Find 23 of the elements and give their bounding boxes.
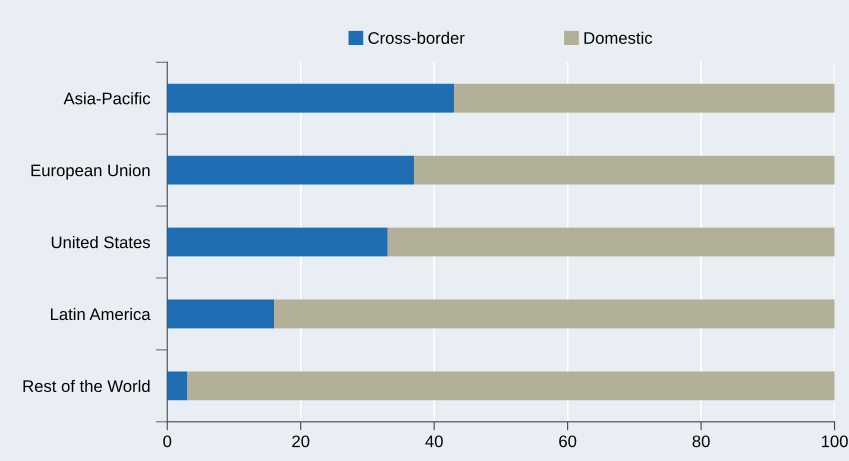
y-tick-label: European Union <box>32 164 150 180</box>
x-tick-label: 40 <box>425 435 443 448</box>
x-tick-label: 0 <box>163 435 172 448</box>
bar <box>167 371 188 400</box>
bar <box>167 156 414 184</box>
bar <box>414 156 835 184</box>
bar <box>167 300 274 328</box>
bar <box>454 84 835 113</box>
bar <box>167 84 454 113</box>
legend-label: Domestic <box>584 32 652 44</box>
legend-label: Cross-border <box>368 32 465 44</box>
x-tick-label: 20 <box>292 435 310 448</box>
y-tick-label: Latin America <box>50 308 151 320</box>
x-tick-label: 60 <box>559 435 576 448</box>
y-tick-label: Asia-Pacific <box>64 92 150 104</box>
x-tick-label: 100 <box>822 435 848 448</box>
bar <box>274 300 835 328</box>
bar <box>187 371 835 400</box>
y-tick-label: United States <box>52 236 150 248</box>
bar <box>167 228 388 256</box>
y-tick-label: Rest of the World <box>24 380 150 392</box>
x-tick-label: 80 <box>692 435 710 448</box>
bar <box>387 228 835 256</box>
